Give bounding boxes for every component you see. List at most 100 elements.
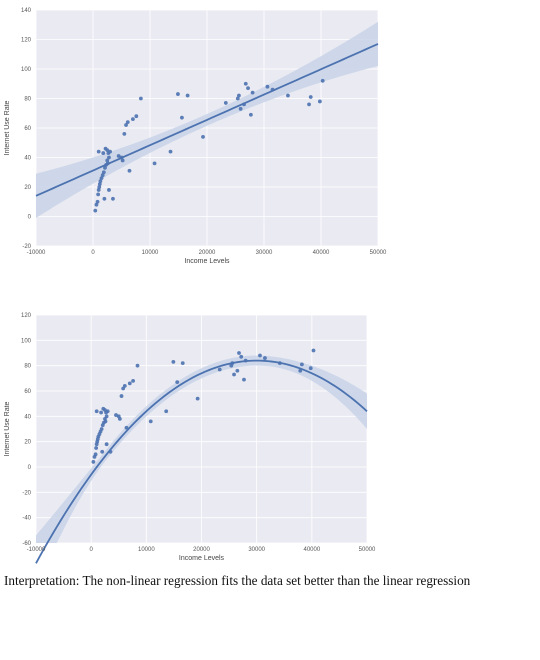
x-tick-label: 0 [89, 547, 93, 553]
data-point [308, 366, 313, 371]
data-point [217, 367, 222, 372]
data-point [124, 425, 129, 430]
regression-line [35, 359, 368, 564]
data-point [201, 134, 205, 139]
data-point [104, 410, 108, 415]
data-point [300, 362, 304, 367]
y-tick-label: 100 [21, 338, 32, 344]
data-point [180, 361, 185, 366]
data-point [243, 358, 248, 363]
x-tick-label: 50000 [370, 250, 387, 256]
data-point [111, 196, 115, 201]
data-point [180, 115, 184, 120]
data-point [298, 368, 303, 373]
data-point [317, 99, 322, 104]
data-point [100, 173, 105, 178]
data-point [125, 120, 130, 124]
data-point [100, 449, 105, 454]
data-point [263, 356, 267, 360]
data-point [97, 182, 102, 186]
y-axis-label: Internet Use Rate [4, 100, 11, 155]
x-tick-label: 40000 [303, 547, 320, 553]
data-point [237, 93, 241, 98]
data-point [230, 361, 235, 366]
x-axis-label: Income Levels [179, 555, 225, 562]
data-point [96, 192, 101, 197]
data-point [258, 353, 262, 358]
x-tick-label: 10000 [142, 250, 159, 256]
data-point [164, 409, 169, 414]
y-tick-label: 80 [24, 364, 31, 370]
data-point [122, 384, 127, 388]
data-point [148, 419, 153, 424]
data-point [120, 158, 125, 163]
data-point [239, 354, 244, 359]
y-axis-label: Internet Use Rate [4, 401, 11, 456]
data-point [185, 93, 190, 98]
data-point [320, 78, 325, 83]
data-point [152, 161, 157, 166]
data-point [232, 372, 236, 377]
data-point [237, 351, 241, 355]
data-point [122, 132, 127, 136]
data-point [99, 176, 104, 181]
data-point [103, 165, 107, 170]
data-point [104, 442, 109, 447]
y-tick-label: 20 [24, 440, 31, 446]
y-tick-label: -60 [22, 541, 31, 547]
data-point [106, 151, 111, 155]
data-point [307, 102, 311, 107]
data-point [171, 359, 176, 364]
data-point [105, 158, 110, 163]
x-tick-label: 20000 [193, 547, 210, 553]
x-tick-label: 30000 [248, 547, 265, 553]
data-point [105, 148, 110, 153]
data-point [105, 161, 110, 166]
data-point [238, 106, 243, 111]
data-point [243, 81, 248, 86]
y-tick-label: 120 [21, 38, 32, 44]
data-point [99, 427, 104, 431]
data-point [134, 114, 139, 119]
y-tick-label: 60 [24, 126, 31, 132]
y-tick-label: 140 [21, 8, 32, 14]
data-point [311, 348, 316, 353]
data-point [96, 188, 101, 192]
y-tick-label: -40 [22, 516, 31, 522]
data-point [277, 361, 282, 366]
data-point [246, 86, 250, 91]
data-point [242, 377, 246, 382]
data-point [94, 446, 99, 450]
y-tick-label: 60 [24, 389, 31, 395]
x-tick-label: -10000 [27, 250, 46, 256]
x-tick-label: -10000 [27, 547, 46, 553]
data-point [176, 92, 180, 96]
data-point [124, 123, 128, 127]
data-point [103, 419, 108, 424]
data-point [119, 155, 124, 160]
data-point [98, 179, 103, 184]
data-point [131, 378, 135, 383]
y-tick-label: 80 [24, 97, 31, 103]
data-point [195, 396, 200, 401]
data-point [107, 155, 111, 160]
y-tick-label: -20 [22, 244, 31, 250]
data-point [242, 102, 246, 107]
data-point [127, 168, 132, 173]
x-tick-label: 20000 [199, 250, 216, 256]
data-point [127, 381, 132, 386]
data-point [286, 93, 290, 98]
y-tick-label: -20 [22, 490, 31, 496]
data-point [235, 96, 240, 101]
y-tick-label: 40 [24, 156, 31, 162]
data-point [96, 149, 101, 154]
data-point [91, 460, 96, 464]
regression-line [35, 43, 379, 197]
x-tick-label: 40000 [313, 250, 330, 256]
data-point [94, 409, 99, 414]
data-point [119, 394, 124, 398]
y-tick-label: 20 [24, 185, 31, 191]
x-axis-label: Income Levels [184, 258, 230, 265]
data-point [102, 196, 107, 201]
data-point [223, 101, 228, 105]
